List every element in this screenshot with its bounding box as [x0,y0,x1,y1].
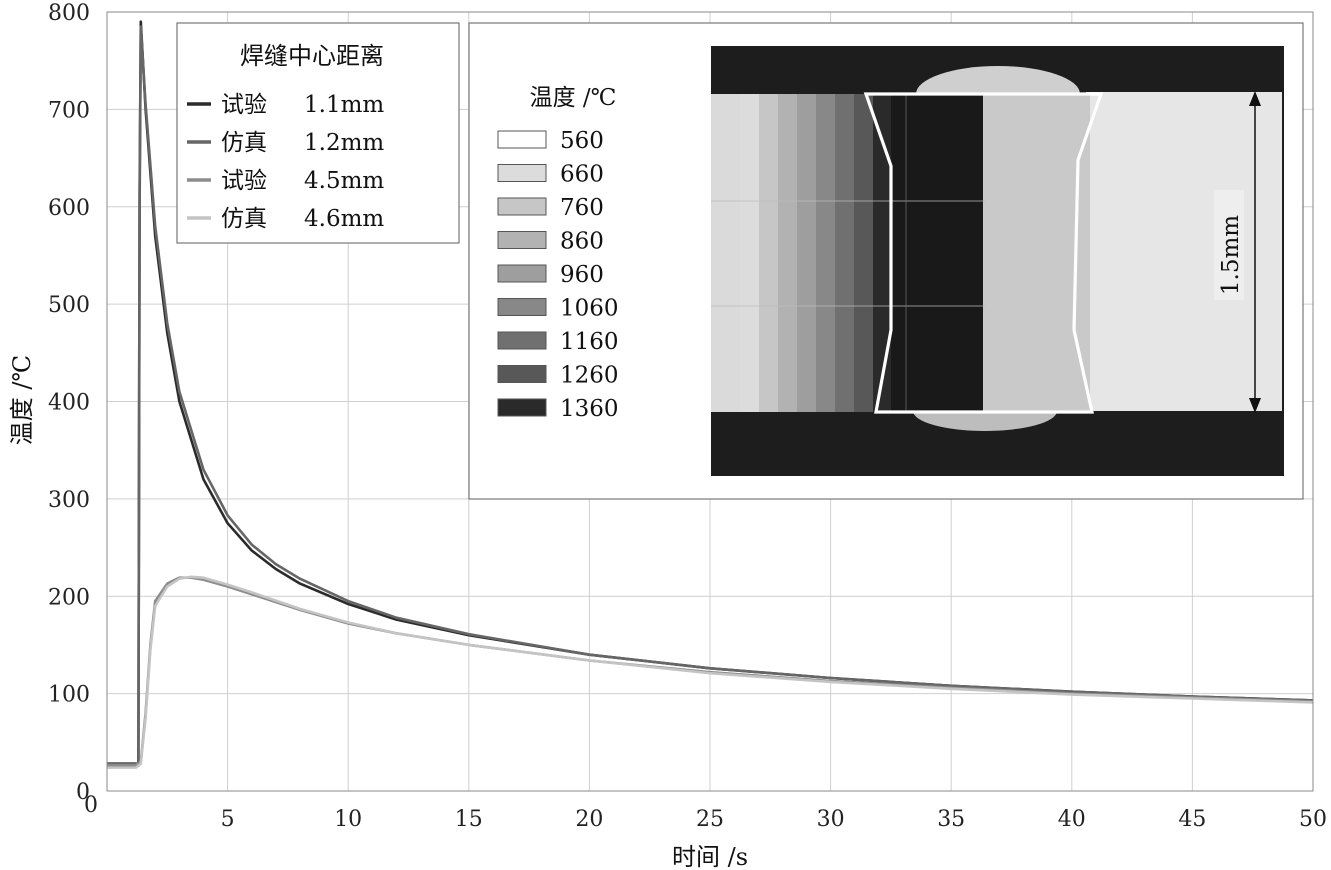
colorbar-level-label: 960 [560,262,604,288]
x-tick-label: 25 [696,807,724,832]
base-metal-right [1086,92,1282,411]
x-tick-label: 30 [817,807,845,832]
colorbar-level-label: 1360 [560,396,619,422]
colorbar-swatch [497,398,547,417]
y-tick-label: 400 [48,391,90,416]
colorbar-level-label: 860 [560,229,604,255]
colorbar: 560 660 760 860 960 1060 1160 1260 1360 [497,128,619,422]
y-tick-label: 100 [48,683,90,708]
y-tick-label: 800 [48,1,90,26]
contour-band [797,94,817,412]
colorbar-level-label: 660 [560,162,604,188]
contour-band [816,94,836,412]
colorbar-swatch [497,231,547,249]
arrow-head-top [1249,91,1261,106]
legend-entries: 试验 1.1mm 仿真 1.2mm 试验 4.5mm 仿真 4.6mm [187,92,384,232]
weld-outline [863,92,1104,414]
colorbar-swatch [497,331,547,350]
x-tick-label: 15 [455,807,483,832]
legend-label: 仿真 [221,206,267,232]
colorbar-level-label: 760 [560,195,604,221]
arrow-head-bottom [1249,398,1261,413]
x-axis-title: 时间 /s [672,843,748,870]
y-tick-labels: 0 100 200 300 400 500 600 700 800 [48,1,90,805]
legend-distance: 4.6mm [304,206,384,232]
temperature-contour-bands [740,94,893,412]
contour-band [740,94,760,412]
contour-band [835,94,855,412]
contour-band [854,94,874,412]
inset-panel: 温度 /℃ 560 660 760 860 960 1060 1160 1260 1360 1.… [468,22,1304,500]
weld-cross-section-image: 1.5mm [711,46,1284,476]
contour-band [778,94,798,412]
colorbar-swatch [497,264,547,283]
colorbar-swatch [497,130,547,149]
colorbar-level-label: 560 [560,128,604,154]
legend-box [176,22,460,244]
x-tick-label: 5 [221,807,235,832]
colorbar-title: 温度 /℃ [530,85,617,111]
legend-distance: 1.2mm [304,130,384,156]
x-tick-label: 0 [84,793,98,818]
colorbar-swatch [497,197,547,216]
y-tick-label: 0 [76,780,90,805]
colorbar-swatch [497,164,547,182]
x-tick-label: 45 [1178,807,1206,832]
fusion-zone [891,94,983,412]
x-tick-label: 50 [1299,807,1327,832]
x-tick-label: 35 [937,807,965,832]
series-line-2 [107,25,1314,768]
legend: 焊缝中心距离 试验 1.1mm 仿真 1.2mm 试验 4.5mm 仿真 4.6mm [176,22,460,244]
dimension-label: 1.5mm [1218,215,1244,295]
legend-distance: 1.1mm [304,92,384,118]
legend-label: 试验 [221,168,267,194]
y-tick-label: 200 [48,585,90,610]
legend-label: 仿真 [221,130,267,156]
x-tick-label: 10 [334,807,362,832]
legend-distance: 4.5mm [304,168,384,194]
y-tick-label: 500 [48,293,90,318]
legend-label: 试验 [221,92,267,118]
weld-microstructure [980,94,1090,412]
y-tick-label: 300 [48,488,90,513]
series-lines [107,20,1314,769]
x-tick-label: 40 [1058,807,1086,832]
colorbar-level-label: 1060 [560,296,619,322]
x-tick-labels: 0 5 10 15 20 25 30 35 40 45 50 [84,793,1327,832]
colorbar-level-label: 1260 [560,363,619,389]
contour-band [759,94,779,412]
colorbar-level-label: 1160 [560,329,619,355]
legend-title: 焊缝中心距离 [240,42,384,70]
series-line-4 [107,575,1314,769]
colorbar-swatch [497,298,547,316]
plot-frame [106,11,1314,792]
x-tick-label: 20 [575,807,603,832]
y-tick-label: 700 [48,98,90,123]
dimension-label-bg [1214,190,1244,300]
colorbar-swatch [497,365,547,383]
y-tick-label: 600 [48,196,90,221]
contour-band [873,94,893,412]
y-axis-title: 温度 /℃ [8,355,36,446]
